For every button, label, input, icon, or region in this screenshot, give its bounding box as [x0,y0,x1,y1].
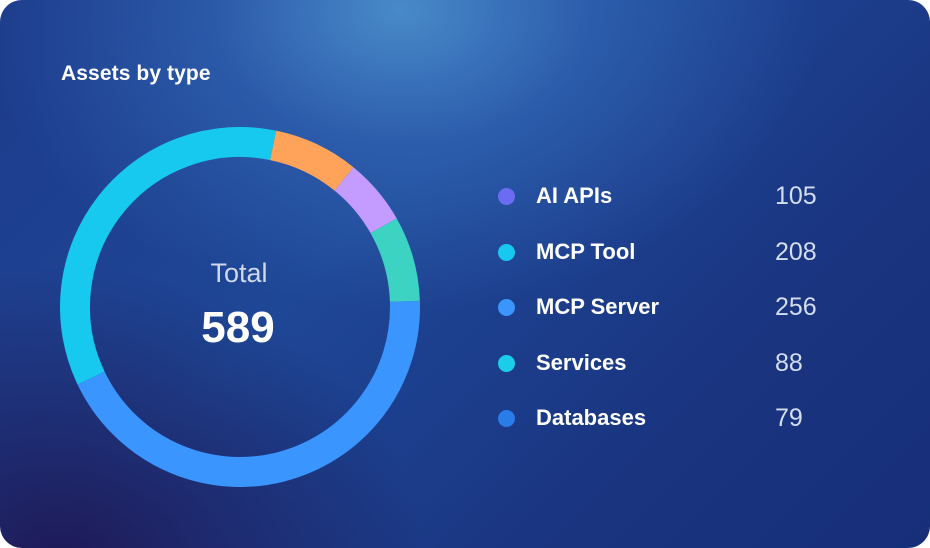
donut-slice-2 [269,130,354,191]
center-label: Total [210,258,267,288]
legend-value: 79 [775,404,803,432]
legend-value: 208 [775,237,817,266]
donut-chart: Total 589 [60,127,420,487]
legend-value: 88 [775,348,803,377]
donut-slices [60,127,420,487]
legend-item: MCP Server 256 [498,279,858,335]
legend-value: 105 [775,182,817,210]
legend-item: AI APIs 105 [498,168,858,224]
legend-dot-icon [498,410,515,427]
legend-label: MCP Tool [536,238,636,264]
legend-item: Services 88 [498,335,858,391]
donut-slice-0 [77,300,420,487]
donut-slice-4 [370,218,420,303]
legend-item: MCP Tool 208 [498,224,858,280]
legend-label: Services [536,349,627,375]
legend-dot-icon [498,299,515,316]
donut-slice-3 [334,167,397,234]
legend-item: Databases 79 [498,390,858,446]
legend-value: 256 [775,293,817,321]
center-total: 589 [201,303,274,352]
legend-label: Databases [536,405,647,430]
legend-label: AI APIs [536,183,613,208]
donut-slice-1 [60,127,277,385]
legend-dot-icon [498,243,515,261]
legend-dot-icon [498,188,515,205]
legend-label: MCP Server [536,294,660,319]
legend-dot-icon [498,354,515,372]
card-title: Assets by type [61,62,211,85]
legend: AI APIs 105 MCP Tool 208 MCP Server 256 Servic… [498,168,858,446]
